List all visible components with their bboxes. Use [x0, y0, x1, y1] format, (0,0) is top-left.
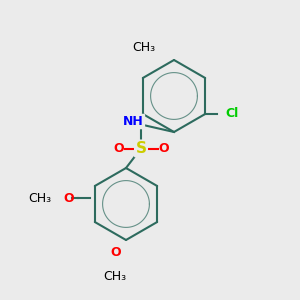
Text: CH₃: CH₃	[28, 191, 51, 205]
Text: O: O	[113, 142, 124, 155]
Text: O: O	[64, 191, 74, 205]
Text: CH₃: CH₃	[132, 41, 156, 54]
Text: O: O	[158, 142, 169, 155]
Text: CH₃: CH₃	[103, 270, 127, 283]
Text: Cl: Cl	[225, 107, 238, 121]
Text: S: S	[136, 141, 146, 156]
Text: O: O	[110, 245, 121, 259]
Text: NH: NH	[123, 115, 144, 128]
